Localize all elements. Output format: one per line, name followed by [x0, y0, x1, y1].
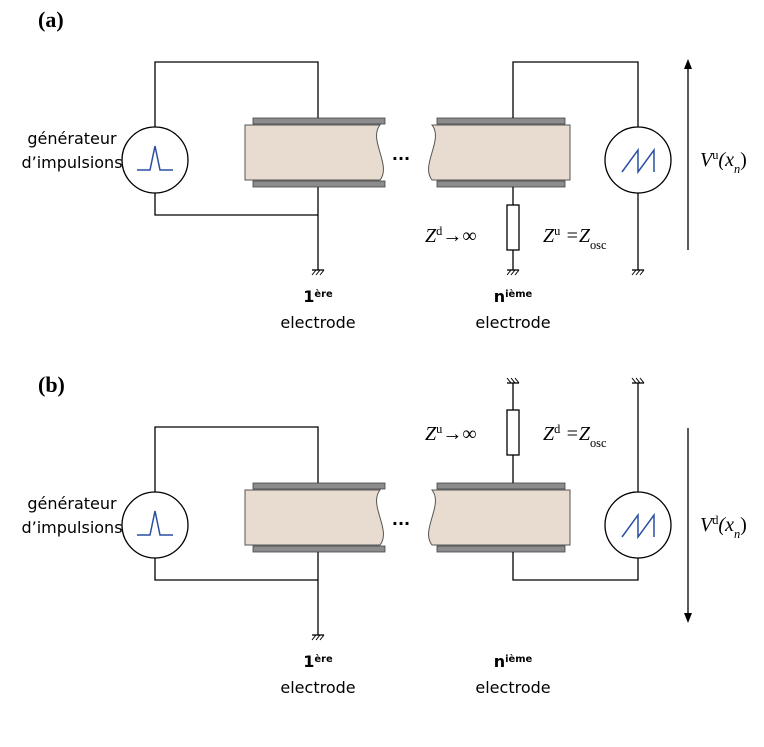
- electrode-plate: [436, 117, 566, 125]
- electrode-number: nième: [494, 652, 533, 671]
- sawtooth-icon: [621, 147, 655, 175]
- text-part: ième: [505, 288, 532, 300]
- ground-hatch: [514, 377, 520, 384]
- text-part: Z: [425, 423, 437, 445]
- text-part: 1: [303, 652, 314, 671]
- electrode-plate: [436, 482, 566, 490]
- impedance-label: Zd→∞: [425, 224, 477, 247]
- text-part: (x: [718, 514, 734, 536]
- text-part: Z: [425, 225, 437, 247]
- electrode-plate: [436, 545, 566, 553]
- sample-left: [244, 124, 384, 181]
- text-part: n: [494, 652, 505, 671]
- electrode-word: electrode: [280, 678, 355, 697]
- wire: [154, 193, 318, 216]
- ground-hatch: [639, 269, 645, 276]
- ground-hatch: [506, 269, 512, 276]
- text-part: V: [700, 149, 715, 171]
- panel-label: (b): [38, 372, 65, 397]
- text-part: V: [700, 514, 715, 536]
- ground-hatch: [635, 269, 641, 276]
- generator-label: d’impulsions: [21, 518, 122, 537]
- text-part: (x: [718, 149, 734, 171]
- electrode-word: electrode: [475, 313, 550, 332]
- ground-hatch: [514, 269, 520, 276]
- wire: [154, 426, 319, 492]
- ground-hatch: [510, 269, 516, 276]
- text-part: ): [740, 149, 747, 171]
- wire: [154, 61, 319, 127]
- text-part: n: [494, 287, 505, 306]
- panel-label: (a): [38, 7, 64, 32]
- pulse-icon: [137, 145, 173, 171]
- wire: [154, 558, 318, 581]
- ground-hatch: [311, 269, 317, 276]
- text-part: u: [436, 422, 442, 436]
- ground-hatch: [315, 634, 321, 641]
- impedance-label: Zd =Zosc: [543, 422, 607, 450]
- wire: [512, 552, 639, 581]
- resistor: [506, 204, 520, 251]
- text-part: ième: [505, 653, 532, 665]
- text-part: =Z: [560, 423, 590, 445]
- ground-hatch: [311, 634, 317, 641]
- resistor: [506, 409, 520, 456]
- text-part: =Z: [560, 225, 590, 247]
- electrode-plate: [436, 180, 566, 188]
- generator-label: générateur: [27, 494, 117, 513]
- electrode-plate: [252, 180, 386, 188]
- electrode-number: 1ère: [303, 652, 333, 671]
- text-part: ): [740, 514, 747, 536]
- text-part: ère: [314, 653, 333, 665]
- impedance-label: Zu→∞: [425, 422, 477, 445]
- sample-right: [428, 489, 571, 546]
- text-part: osc: [590, 436, 607, 450]
- voltage-label: Vu(xn): [700, 148, 747, 176]
- sample-right: [428, 124, 571, 181]
- text-part: ère: [314, 288, 333, 300]
- text-part: Z: [543, 225, 555, 247]
- pulse-generator: [121, 126, 189, 194]
- text-part: d: [436, 224, 443, 238]
- text-part: n: [734, 162, 740, 176]
- ground-hatch: [510, 377, 516, 384]
- electrode-number: 1ère: [303, 287, 333, 306]
- text-part: osc: [590, 238, 607, 252]
- electrode-plate: [252, 545, 386, 553]
- electrode-word: electrode: [280, 313, 355, 332]
- sample-left: [244, 489, 384, 546]
- ground-hatch: [315, 269, 321, 276]
- wire: [512, 61, 639, 127]
- ground-hatch: [635, 377, 641, 384]
- ellipsis: ...: [392, 145, 410, 164]
- sawtooth-icon: [621, 512, 655, 540]
- text-part: d: [712, 513, 719, 527]
- text-part: d: [554, 422, 561, 436]
- electrode-number: nième: [494, 287, 533, 306]
- text-part: Z: [543, 423, 555, 445]
- ground-hatch: [319, 634, 325, 641]
- ground-hatch: [639, 377, 645, 384]
- electrode-plate: [252, 117, 386, 125]
- text-part: n: [734, 527, 740, 541]
- text-part: u: [554, 224, 560, 238]
- ground-hatch: [631, 377, 637, 384]
- ground-hatch: [506, 377, 512, 384]
- text-part: 1: [303, 287, 314, 306]
- voltage-label: Vd(xn): [700, 513, 747, 541]
- text-part: →∞: [442, 423, 476, 445]
- text-part: →∞: [442, 225, 476, 247]
- electrode-word: electrode: [475, 678, 550, 697]
- electrode-plate: [252, 482, 386, 490]
- ellipsis: ...: [392, 510, 410, 529]
- pulse-icon: [137, 510, 173, 536]
- ground-hatch: [319, 269, 325, 276]
- generator-label: générateur: [27, 129, 117, 148]
- ground-hatch: [631, 269, 637, 276]
- impedance-label: Zu =Zosc: [543, 224, 607, 252]
- generator-label: d’impulsions: [21, 153, 122, 172]
- pulse-generator: [121, 491, 189, 559]
- text-part: u: [712, 148, 718, 162]
